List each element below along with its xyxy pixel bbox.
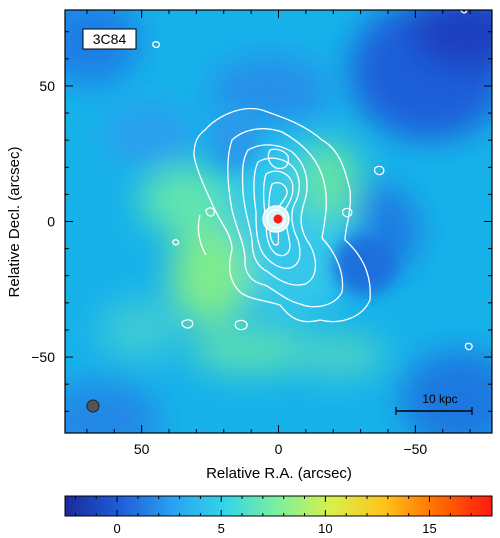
colorbar-ticks: 0 5 10 15 <box>74 496 472 536</box>
contour-island-9 <box>172 239 180 246</box>
scale-bar: 10 kpc <box>395 392 473 415</box>
y-axis-title: Relative Decl. (arcsec) <box>6 147 23 298</box>
y-tick-label: 0 <box>47 214 55 230</box>
contour-island-6 <box>464 342 473 351</box>
contour-7 <box>267 148 290 170</box>
axis-ticks: 50 0 −50 50 0 −50 <box>31 10 492 457</box>
core-region <box>262 205 290 233</box>
contour-outer <box>193 108 371 323</box>
y-tick-label: 50 <box>39 78 55 94</box>
y-tick-label: −50 <box>31 349 55 365</box>
contour-island-1 <box>205 207 216 217</box>
contour-arc <box>197 214 207 256</box>
contour-island-8 <box>460 10 468 14</box>
x-tick-label: 0 <box>275 441 283 457</box>
x-tick-label: 50 <box>134 441 150 457</box>
contour-island-7 <box>152 41 161 49</box>
cavity-regions <box>210 110 397 295</box>
colorbar-tick-label: 0 <box>113 521 120 536</box>
core-ring <box>266 209 286 229</box>
colorbar: 0 5 10 15 <box>64 495 493 536</box>
contour-island-5 <box>341 207 353 218</box>
core-marker <box>273 214 283 224</box>
beam-marker <box>86 399 100 413</box>
contour-3 <box>241 144 317 286</box>
contour-island-2 <box>373 165 385 176</box>
x-tick-label: −50 <box>403 441 427 457</box>
colorbar-tick-label: 5 <box>218 521 225 536</box>
colorbar-fill <box>64 495 493 517</box>
radio-contours <box>152 10 473 351</box>
contour-4 <box>253 157 301 269</box>
colorbar-tick-label: 10 <box>318 521 332 536</box>
contour-2 <box>227 128 344 308</box>
intensity-map: 10 kpc 3C84 <box>65 10 492 433</box>
panel-label-box: 3C84 <box>82 28 137 50</box>
panel-label: 3C84 <box>93 31 127 47</box>
colorbar-tick-label: 15 <box>422 521 436 536</box>
scale-bar-label: 10 kpc <box>422 392 457 406</box>
x-axis-title: Relative R.A. (arcsec) <box>206 465 352 482</box>
contour-island-4 <box>234 319 248 331</box>
contour-island-3 <box>181 319 194 329</box>
image-panel: 10 kpc 3C84 50 0 −50 50 0 −50 <box>31 9 493 457</box>
